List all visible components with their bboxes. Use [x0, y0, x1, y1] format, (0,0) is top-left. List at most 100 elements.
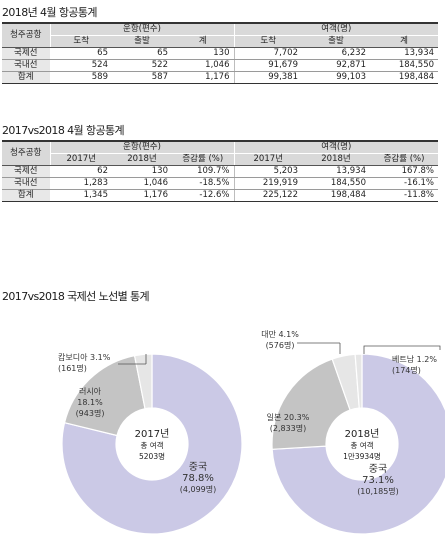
slice-label: (10,185명) — [357, 486, 399, 496]
table-cell: 1,176 — [112, 189, 172, 202]
pie-center-text: 5203명 — [139, 451, 165, 461]
row-label: 국내선 — [2, 59, 51, 72]
slice-label: 18.1% — [77, 398, 103, 407]
table-cell: 1,046 — [172, 59, 235, 72]
table-cell: 65 — [112, 47, 172, 60]
table-cell: 1,283 — [50, 177, 112, 190]
table-cell: 1,046 — [112, 177, 172, 190]
table-cell: 6,232 — [302, 47, 370, 60]
pie-center — [116, 408, 188, 480]
pie-center — [326, 408, 398, 480]
slice-label: 중국 — [189, 461, 207, 473]
header-passengers: 여객(명) — [234, 140, 439, 154]
row-label: 국내선 — [2, 177, 51, 190]
table2: 청주공항 운항(편수) 여객(명) 2017년 2018년 증감률 (%) 20… — [2, 140, 439, 202]
pie-center-text: 1만3934명 — [343, 451, 381, 461]
subheader: 출발 — [112, 35, 172, 48]
slice-label: 73.1% — [362, 475, 394, 486]
table-row: 국내선 1,283 1,046 -18.5% 219,919 184,550 -… — [2, 177, 439, 190]
table-row: 국제선 62 130 109.7% 5,203 13,934 167.8% — [2, 165, 439, 178]
table-row: 국제선 65 65 130 7,702 6,232 13,934 — [2, 47, 439, 60]
subheader: 도착 — [234, 35, 302, 48]
header-airport: 청주공항 — [2, 140, 51, 166]
table-cell: 7,702 — [234, 47, 302, 60]
table-cell: -12.6% — [172, 189, 235, 202]
subheader: 2017년 — [234, 153, 302, 166]
pie-center-text: 2018년 — [345, 428, 380, 440]
table-cell: -18.5% — [172, 177, 235, 190]
subheader: 계 — [172, 35, 235, 48]
table-cell: 589 — [50, 71, 112, 84]
table-cell: 167.8% — [370, 165, 439, 178]
table-cell: 13,934 — [370, 47, 439, 60]
slice-label: 러시아 — [79, 386, 102, 396]
subheader: 도착 — [50, 35, 112, 48]
header-flights: 운항(편수) — [50, 140, 235, 154]
table1-title: 2018년 4월 항공통계 — [2, 6, 98, 19]
pie-center-text: 총 여객 — [350, 440, 373, 450]
slice-label: 일본 20.3% — [267, 413, 310, 422]
table-cell: 5,203 — [234, 165, 302, 178]
table-row: 합계 589 587 1,176 99,381 99,103 198,484 — [2, 71, 439, 84]
slice-label: 대만 4.1% — [261, 330, 299, 339]
subheader: 2018년 — [302, 153, 370, 166]
subheader: 증감률 (%) — [370, 153, 439, 166]
table-cell: 587 — [112, 71, 172, 84]
table-cell: 522 — [112, 59, 172, 72]
table1: 청주공항 운항(편수) 여객(명) 도착 출발 계 도착 출발 계 국제선 65… — [2, 22, 439, 84]
header-airport: 청주공항 — [2, 22, 51, 48]
table-cell: 198,484 — [302, 189, 370, 202]
table-cell: -16.1% — [370, 177, 439, 190]
header-passengers: 여객(명) — [234, 22, 439, 36]
table-cell: 109.7% — [172, 165, 235, 178]
table-cell: 1,176 — [172, 71, 235, 84]
pies-title: 2017vs2018 국제선 노선별 통계 — [2, 290, 150, 303]
subheader: 2017년 — [50, 153, 112, 166]
table-cell: 92,871 — [302, 59, 370, 72]
pie-center-text: 총 여객 — [140, 440, 163, 450]
slice-label: (943명) — [76, 408, 105, 418]
table-cell: 184,550 — [370, 59, 439, 72]
slice-label: 베트남 1.2% — [392, 355, 437, 364]
row-label: 국제선 — [2, 47, 51, 60]
subheader: 계 — [370, 35, 439, 48]
slice-label: 78.8% — [182, 473, 214, 484]
table-cell: 13,934 — [302, 165, 370, 178]
table-cell: 91,679 — [234, 59, 302, 72]
table-cell: 1,345 — [50, 189, 112, 202]
pie-center-text: 2017년 — [135, 428, 170, 440]
table-cell: 65 — [50, 47, 112, 60]
table-row: 국내선 524 522 1,046 91,679 92,871 184,550 — [2, 59, 439, 72]
slice-label: 중국 — [369, 463, 387, 475]
slice-label: (4,099명) — [180, 484, 217, 494]
subheader: 2018년 — [112, 153, 172, 166]
table-cell: 130 — [172, 47, 235, 60]
slice-label: (576명) — [266, 340, 295, 350]
slice-label: (2,833명) — [270, 423, 307, 433]
table-cell: 219,919 — [234, 177, 302, 190]
table-cell: 198,484 — [370, 71, 439, 84]
table-cell: 130 — [112, 165, 172, 178]
slice-label: 캄보디아 3.1% — [58, 352, 111, 362]
table-cell: 225,122 — [234, 189, 302, 202]
table-cell: 62 — [50, 165, 112, 178]
slice-label: (174명) — [392, 365, 421, 375]
row-label: 합계 — [2, 71, 51, 84]
table-cell: 524 — [50, 59, 112, 72]
header-flights: 운항(편수) — [50, 22, 235, 36]
row-label: 국제선 — [2, 165, 51, 178]
table-cell: 184,550 — [302, 177, 370, 190]
subheader: 출발 — [302, 35, 370, 48]
slice-label: (161명) — [58, 363, 87, 373]
table-cell: -11.8% — [370, 189, 439, 202]
table-cell: 99,381 — [234, 71, 302, 84]
subheader: 증감률 (%) — [172, 153, 235, 166]
row-label: 합계 — [2, 189, 51, 202]
table-row: 합계 1,345 1,176 -12.6% 225,122 198,484 -1… — [2, 189, 439, 202]
table2-title: 2017vs2018 4월 항공통계 — [2, 124, 125, 137]
table-cell: 99,103 — [302, 71, 370, 84]
